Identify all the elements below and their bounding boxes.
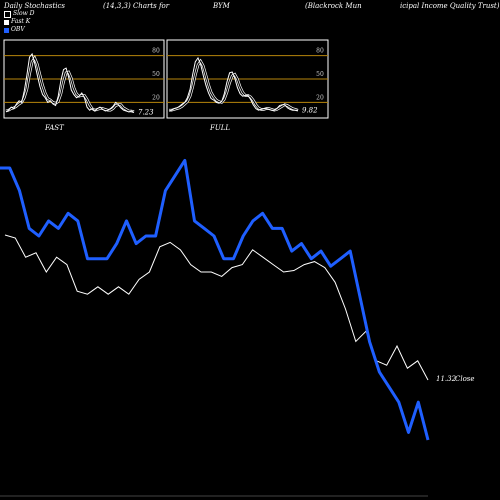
legend-swatch-fast-k bbox=[4, 19, 9, 25]
full-y-tick-20: 20 bbox=[316, 94, 324, 101]
obv-line bbox=[0, 158, 430, 441]
fast-slow-d-line bbox=[5, 56, 135, 113]
chart-params: (14,3,3) Charts for bbox=[103, 2, 170, 10]
close-suffix-label: Close bbox=[455, 375, 475, 383]
full-y-tick-50: 50 bbox=[316, 71, 324, 78]
full-fast-k-line bbox=[168, 56, 299, 112]
legend-label-obv: OBV bbox=[11, 26, 25, 33]
legend-swatch-obv bbox=[4, 27, 9, 33]
close-price-line bbox=[4, 234, 429, 381]
fast-value-label: 7.23 bbox=[138, 108, 154, 116]
legend-label-slow-d: Slow D bbox=[13, 10, 35, 17]
fast-panel-label: FAST bbox=[44, 124, 65, 132]
full-y-tick-80: 80 bbox=[316, 48, 324, 55]
legend-item-slow-d: Slow D bbox=[4, 10, 35, 18]
company-name-part1: (Blackrock Mun bbox=[305, 2, 362, 10]
company-name-part2: icipal Income Quality Trust) bbox=[400, 2, 500, 10]
full-panel-label: FULL bbox=[209, 124, 230, 132]
chart-title: Daily Stochastics bbox=[4, 2, 66, 10]
legend: Slow D Fast K OBV bbox=[4, 10, 35, 34]
fast-fast-k-line bbox=[5, 52, 135, 113]
fast-y-tick-80: 80 bbox=[152, 48, 160, 55]
legend-swatch-slow-d bbox=[4, 10, 11, 18]
close-price-label: 11.32 bbox=[436, 375, 457, 383]
legend-label-fast-k: Fast K bbox=[11, 18, 31, 25]
fast-y-tick-20: 20 bbox=[152, 94, 160, 101]
full-value-label: 9.82 bbox=[302, 106, 318, 114]
legend-item-fast-k: Fast K bbox=[4, 18, 35, 26]
chart-symbol: BYM bbox=[213, 2, 230, 10]
fast-y-tick-50: 50 bbox=[152, 71, 160, 78]
legend-item-obv: OBV bbox=[4, 26, 35, 34]
